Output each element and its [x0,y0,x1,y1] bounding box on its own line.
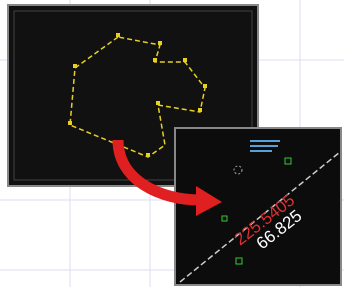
page: 225.5405 66.825 (() => { const data = JS… [0,0,344,287]
illustration: 225.5405 66.825 [0,0,344,287]
